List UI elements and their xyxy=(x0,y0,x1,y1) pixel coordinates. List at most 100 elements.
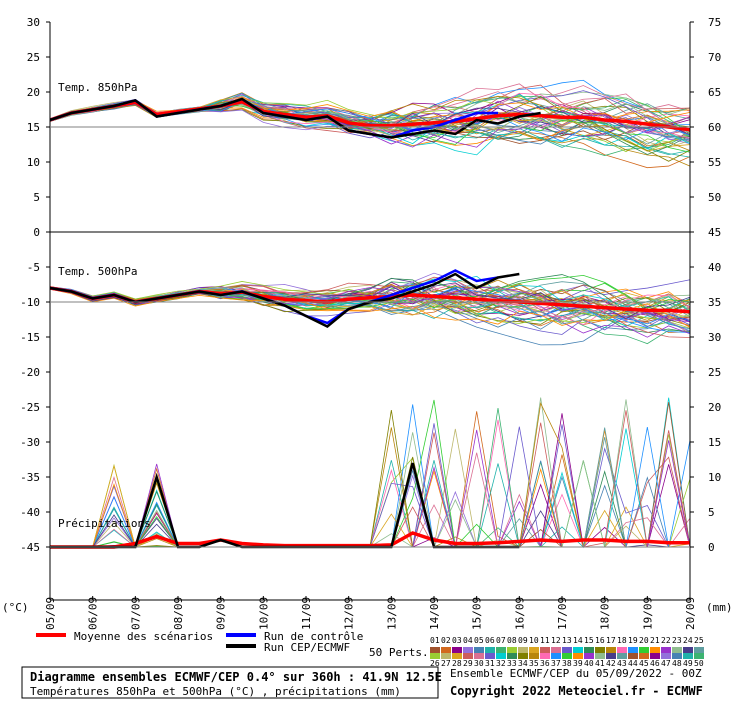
x-tick-label: 13/09 xyxy=(385,597,398,630)
pert-legend-number: 05 xyxy=(474,636,484,645)
axes xyxy=(49,22,691,601)
x-tick-label: 12/09 xyxy=(343,597,356,630)
pert-legend-number: 36 xyxy=(540,659,550,668)
pert-legend-swatch xyxy=(463,647,473,653)
pert-legend-number: 10 xyxy=(529,636,539,645)
pert-legend-number: 35 xyxy=(529,659,539,668)
right-tick-label: 75 xyxy=(708,16,721,29)
pert-legend-number: 12 xyxy=(551,636,561,645)
left-tick-label: 15 xyxy=(27,121,40,134)
legend: Moyenne des scénarios Run de contrôle Ru… xyxy=(36,630,704,668)
pert-legend-swatch xyxy=(441,653,451,659)
panel-label-850: Temp. 850hPa xyxy=(58,81,137,94)
pert-legend-number: 06 xyxy=(485,636,495,645)
footer-title: Diagramme ensembles ECMWF/CEP 0.4° sur 3… xyxy=(30,670,442,684)
pert-legend-swatch xyxy=(573,647,583,653)
pert-legend-number: 22 xyxy=(661,636,671,645)
pert-legend-swatch xyxy=(562,653,572,659)
left-tick-label: 0 xyxy=(33,226,40,239)
pert-legend-swatch xyxy=(606,647,616,653)
left-axis-unit: (°C) xyxy=(2,601,29,614)
pert-legend-swatch xyxy=(628,647,638,653)
pert-legend-swatch xyxy=(683,647,693,653)
perturbation-legend: 01 02 03 04 05 06 07 08 09 10 11 12 13 14 15 16 17 18 19 20… xyxy=(430,636,704,668)
x-tick-label: 14/09 xyxy=(428,597,441,630)
pert-legend-number: 37 xyxy=(551,659,561,668)
left-tick-label: -25 xyxy=(20,401,40,414)
pert-legend-swatch xyxy=(540,653,550,659)
pert-legend-swatch xyxy=(518,653,528,659)
pert-legend-number: 31 xyxy=(485,659,495,668)
left-tick-label: -10 xyxy=(20,296,40,309)
pert-legend-number: 20 xyxy=(639,636,649,645)
pert-legend-number: 41 xyxy=(595,659,605,668)
left-tick-label: 25 xyxy=(27,51,40,64)
x-axis-ticks: 05/09 06/09 07/09 08/09 09/09 10/09 11/09 12/09… xyxy=(44,596,697,630)
legend-mean-label: Moyenne des scénarios xyxy=(74,630,213,643)
pert-legend-number: 02 xyxy=(441,636,451,645)
x-tick-label: 11/09 xyxy=(300,597,313,630)
pert-legend-number: 39 xyxy=(573,659,583,668)
pert-legend-swatch xyxy=(617,647,627,653)
series-line-500 xyxy=(49,272,520,328)
pert-legend-swatch xyxy=(496,647,506,653)
pert-legend-swatch xyxy=(529,647,539,653)
pert-legend-number: 07 xyxy=(496,636,506,645)
pert-legend-number: 01 xyxy=(430,636,440,645)
pert-legend-swatch xyxy=(650,653,660,659)
pert-legend-swatch xyxy=(661,647,671,653)
series-line-precip xyxy=(50,531,690,549)
pert-legend-swatch xyxy=(507,647,517,653)
pert-legend-number: 09 xyxy=(518,636,528,645)
pert-legend-swatch xyxy=(595,653,605,659)
right-tick-label: 25 xyxy=(708,366,721,379)
legend-cep-label: Run CEP/ECMWF xyxy=(264,641,350,654)
pert-legend-swatch xyxy=(496,653,506,659)
pert-legend-number: 49 xyxy=(683,659,693,668)
pert-legend-swatch xyxy=(683,653,693,659)
pert-legend-number: 27 xyxy=(441,659,451,668)
right-tick-label: 30 xyxy=(708,331,721,344)
pert-legend-number: 13 xyxy=(562,636,572,645)
pert-legend-swatch xyxy=(672,647,682,653)
pert-legend-swatch xyxy=(639,653,649,659)
pert-legend-swatch xyxy=(584,653,594,659)
pert-legend-swatch xyxy=(584,647,594,653)
pert-legend-number: 21 xyxy=(650,636,660,645)
pert-legend-number: 47 xyxy=(661,659,671,668)
pert-legend-swatch xyxy=(639,647,649,653)
pert-legend-swatch xyxy=(507,653,517,659)
right-tick-label: 45 xyxy=(708,226,721,239)
pert-legend-swatch xyxy=(452,653,462,659)
footer-run-info: Ensemble ECMWF/CEP du 05/09/2022 - 00Z xyxy=(450,667,702,680)
pert-legend-swatch xyxy=(650,647,660,653)
pert-legend-swatch xyxy=(551,647,561,653)
pert-legend-swatch xyxy=(694,647,704,653)
pert-legend-swatch xyxy=(694,653,704,659)
pert-legend-number: 16 xyxy=(595,636,605,645)
right-tick-label: 70 xyxy=(708,51,721,64)
pert-legend-number: 17 xyxy=(606,636,616,645)
x-tick-label: 19/09 xyxy=(641,597,654,630)
pert-legend-swatch xyxy=(430,653,440,659)
x-tick-label: 07/09 xyxy=(129,597,142,630)
right-tick-label: 15 xyxy=(708,436,721,449)
pert-legend-number: 34 xyxy=(518,659,528,668)
pert-legend-swatch xyxy=(551,653,561,659)
right-tick-label: 35 xyxy=(708,296,721,309)
pert-legend-number: 30 xyxy=(474,659,484,668)
pert-legend-swatch xyxy=(540,647,550,653)
legend-perts-label: 50 Perts. xyxy=(369,646,429,659)
footer-box xyxy=(21,666,439,699)
pert-legend-number: 43 xyxy=(617,659,627,668)
pert-legend-swatch xyxy=(562,647,572,653)
pert-legend-number: 48 xyxy=(672,659,682,668)
pert-legend-number: 18 xyxy=(617,636,627,645)
x-tick-label: 09/09 xyxy=(215,597,228,630)
right-tick-label: 5 xyxy=(708,506,715,519)
left-tick-label: -15 xyxy=(20,331,40,344)
pert-legend-number: 29 xyxy=(463,659,473,668)
pert-legend-number: 50 xyxy=(694,659,704,668)
